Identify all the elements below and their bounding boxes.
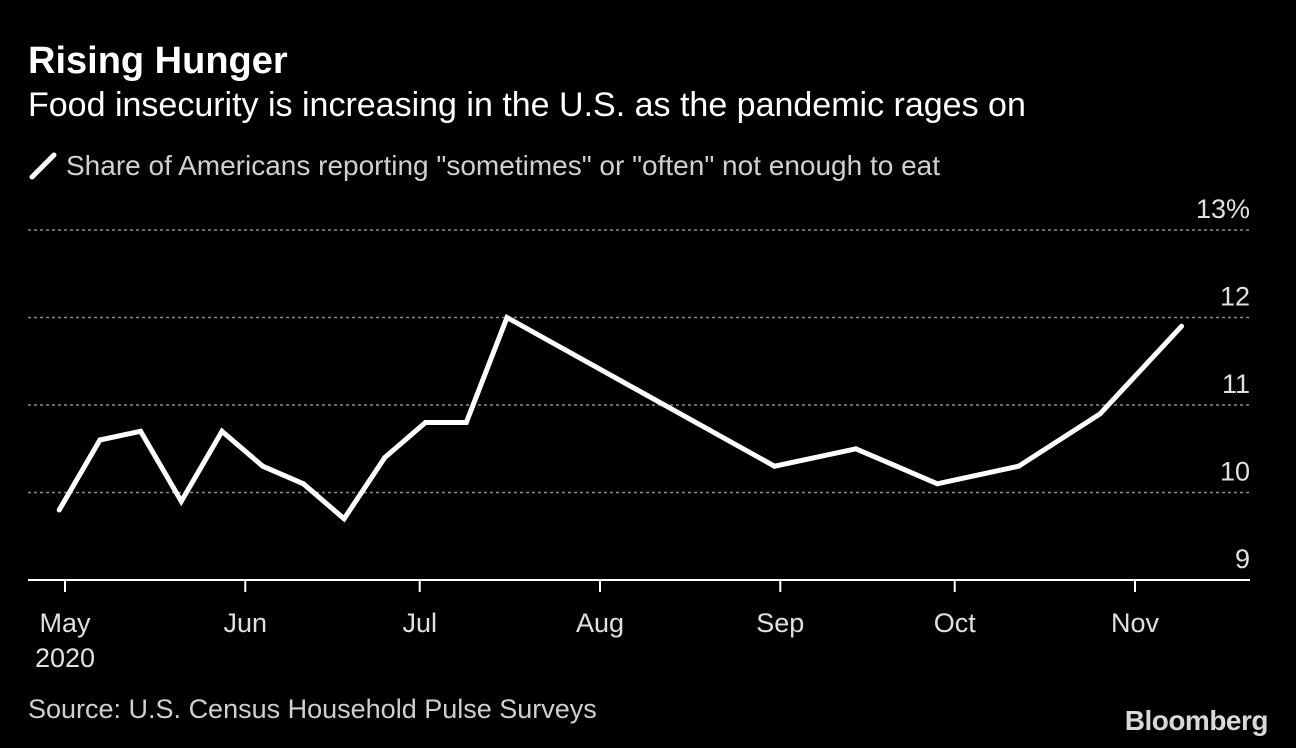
x-axis-labels: May 2020 Jun Jul Aug Sep Oct Nov <box>35 608 1160 673</box>
data-point <box>178 498 184 504</box>
x-tick-label: Jun <box>223 608 267 638</box>
data-point <box>463 420 469 425</box>
x-axis <box>28 579 1250 592</box>
legend-label: Share of Americans reporting "sometimes"… <box>66 150 941 181</box>
series-line <box>57 313 1184 523</box>
data-point <box>382 455 388 460</box>
data-point <box>423 420 429 425</box>
x-tick-label: Sep <box>756 608 804 638</box>
data-point <box>934 481 940 487</box>
data-point <box>300 481 306 487</box>
bloomberg-logo: Bloomberg <box>1124 705 1269 736</box>
data-point <box>504 315 510 320</box>
x-tick-label: Jul <box>402 608 437 638</box>
y-tick-label: 9 <box>1235 544 1250 574</box>
data-point <box>1016 463 1022 469</box>
y-tick-label: 10 <box>1220 457 1250 487</box>
x-tick-label: Nov <box>1111 608 1160 638</box>
y-tick-label: 12 <box>1220 282 1250 312</box>
data-point <box>1179 323 1185 329</box>
chart-title: Rising Hunger <box>28 40 288 82</box>
data-point <box>341 516 347 522</box>
data-point <box>853 446 859 452</box>
data-point <box>97 437 103 443</box>
y-tick-label: 13% <box>1196 194 1250 224</box>
data-point <box>1097 411 1103 417</box>
x-tick-label: Oct <box>934 608 977 638</box>
data-point <box>56 507 62 513</box>
data-point <box>771 463 777 469</box>
y-axis-labels: 9 10 11 12 13% <box>1196 194 1250 574</box>
x-tick-label: May <box>39 608 91 638</box>
y-tick-label: 11 <box>1222 369 1250 399</box>
x-tick-label: Aug <box>576 608 624 638</box>
legend: Share of Americans reporting "sometimes"… <box>28 150 940 182</box>
legend-line-icon <box>29 152 57 180</box>
data-point <box>219 428 225 434</box>
series-group <box>56 313 1185 523</box>
data-point <box>138 428 144 434</box>
x-tick-sublabel: 2020 <box>35 643 95 673</box>
chart-subtitle: Food insecurity is increasing in the U.S… <box>28 86 1026 124</box>
source-note: Source: U.S. Census Household Pulse Surv… <box>28 694 597 724</box>
data-point <box>260 463 266 469</box>
